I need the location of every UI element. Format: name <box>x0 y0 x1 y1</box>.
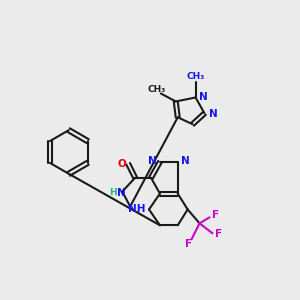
Text: H: H <box>110 188 117 197</box>
Text: CH₃: CH₃ <box>186 72 205 81</box>
Text: N: N <box>181 156 190 166</box>
Text: NH: NH <box>128 204 146 214</box>
Text: N: N <box>199 92 208 101</box>
Text: F: F <box>212 210 219 220</box>
Text: F: F <box>185 239 192 249</box>
Text: N: N <box>209 109 218 119</box>
Text: F: F <box>215 229 222 239</box>
Text: CH₃: CH₃ <box>148 85 166 94</box>
Text: N: N <box>148 156 156 166</box>
Text: O: O <box>118 159 127 169</box>
Text: N: N <box>117 188 126 198</box>
